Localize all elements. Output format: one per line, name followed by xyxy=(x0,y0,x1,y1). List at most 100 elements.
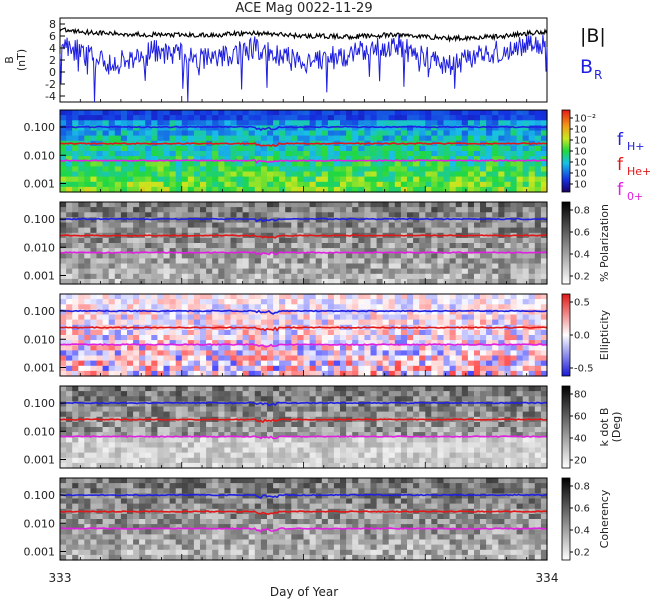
power-cell xyxy=(352,186,359,193)
power-cell xyxy=(181,166,189,173)
polarization-cell xyxy=(78,227,85,234)
polarization-cell xyxy=(382,268,390,275)
power-cell xyxy=(90,115,98,121)
polarization-colorbar-label: 0.4 xyxy=(574,250,590,261)
ellipticity-cell xyxy=(413,304,420,310)
polarization-cell xyxy=(157,253,165,259)
power-cell xyxy=(340,171,347,178)
power-cell xyxy=(474,130,481,137)
k-dot-b-cell xyxy=(114,432,122,438)
ellipticity-cell xyxy=(72,340,79,346)
ellipticity-cell xyxy=(90,340,98,346)
k-dot-b-cell xyxy=(498,427,505,433)
k-dot-b-cell xyxy=(267,437,274,443)
ellipticity-cell xyxy=(114,345,122,351)
power-cell xyxy=(516,120,524,126)
power-cell xyxy=(516,151,524,157)
polarization-cell xyxy=(516,227,524,234)
polarization-cell xyxy=(139,243,146,249)
power-cell xyxy=(218,171,225,178)
k-dot-b-cell xyxy=(108,421,116,428)
polarization-cell xyxy=(102,278,110,285)
ellipticity-cell xyxy=(260,350,268,357)
k-dot-b-cell xyxy=(254,411,262,418)
ellipticity-cell xyxy=(297,299,305,305)
ellipticity-cell xyxy=(315,355,323,362)
polarization-cell xyxy=(449,248,457,254)
ellipticity-cell xyxy=(151,360,158,367)
polarization-cell xyxy=(315,253,323,259)
k-dot-b-cell xyxy=(127,396,134,402)
power-cell xyxy=(66,156,73,162)
k-dot-b-cell xyxy=(181,432,189,438)
power-cell xyxy=(212,161,219,167)
power-cell xyxy=(291,130,298,137)
ellipticity-cell xyxy=(236,340,244,346)
ellipticity-cell xyxy=(139,350,146,357)
power-cell xyxy=(139,125,146,132)
ellipticity-cell xyxy=(510,355,518,362)
power-cell xyxy=(486,181,493,188)
k-dot-b-cell xyxy=(218,427,225,433)
k-dot-b-cell xyxy=(145,386,152,392)
k-dot-b-cell xyxy=(169,432,177,438)
k-dot-b-cell xyxy=(66,406,73,413)
polarization-cell xyxy=(431,253,438,259)
polarization-cell xyxy=(90,263,98,270)
ellipticity-cell xyxy=(193,294,201,300)
ellipticity-cell xyxy=(407,350,414,357)
power-cell xyxy=(273,176,280,183)
polarization-cell xyxy=(200,217,207,224)
k-dot-b-cell xyxy=(327,442,335,449)
k-dot-b-cell xyxy=(498,411,505,418)
k-dot-b-cell xyxy=(200,411,207,418)
polarization-cell xyxy=(175,273,183,280)
k-dot-b-cell xyxy=(96,432,104,438)
polarization-cell xyxy=(394,207,402,213)
polarization-cell xyxy=(120,212,128,218)
power-cell xyxy=(133,186,140,193)
ellipticity-cell xyxy=(230,360,238,367)
ellipticity-cell xyxy=(309,370,317,377)
k-dot-b-cell xyxy=(72,411,79,418)
polarization-cell xyxy=(321,202,329,208)
k-dot-b-cell xyxy=(78,442,85,449)
ellipticity-cell xyxy=(84,355,91,362)
power-cell xyxy=(425,115,432,121)
ellipticity-cell xyxy=(230,365,238,372)
k-dot-b-cell xyxy=(376,427,384,433)
polarization-cell xyxy=(480,227,487,234)
ellipticity-cell xyxy=(413,309,420,316)
ellipticity-cell xyxy=(181,294,189,300)
k-dot-b-cell xyxy=(449,401,457,408)
power-cell xyxy=(139,186,146,193)
polarization-cell xyxy=(309,243,317,249)
ellipticity-cell xyxy=(510,319,518,326)
polarization-cell xyxy=(169,273,177,280)
power-cell xyxy=(127,176,134,183)
polarization-cell xyxy=(516,212,524,218)
k-dot-b-cell xyxy=(187,391,195,397)
polarization-cell xyxy=(254,207,262,213)
ellipticity-cell xyxy=(346,360,353,367)
power-cell xyxy=(327,181,335,188)
power-cell xyxy=(212,110,219,116)
ellipticity-cell xyxy=(431,299,438,305)
ellipticity-cell xyxy=(60,329,67,336)
k-dot-b-cell xyxy=(108,411,116,418)
polarization-cell xyxy=(394,237,402,244)
polarization-cell xyxy=(346,278,353,285)
polarization-cell xyxy=(333,217,341,224)
power-cell xyxy=(467,161,475,167)
k-dot-b-cell xyxy=(279,427,286,433)
power-cell xyxy=(352,181,359,188)
polarization-cell xyxy=(382,212,390,218)
ellipticity-cell xyxy=(327,355,335,362)
polarization-cell xyxy=(437,243,445,249)
k-dot-b-cell xyxy=(413,406,420,413)
ellipticity-cell xyxy=(321,350,329,357)
polarization-cell xyxy=(102,248,110,254)
polarization-cell xyxy=(449,207,457,213)
k-dot-b-cell xyxy=(120,401,128,408)
